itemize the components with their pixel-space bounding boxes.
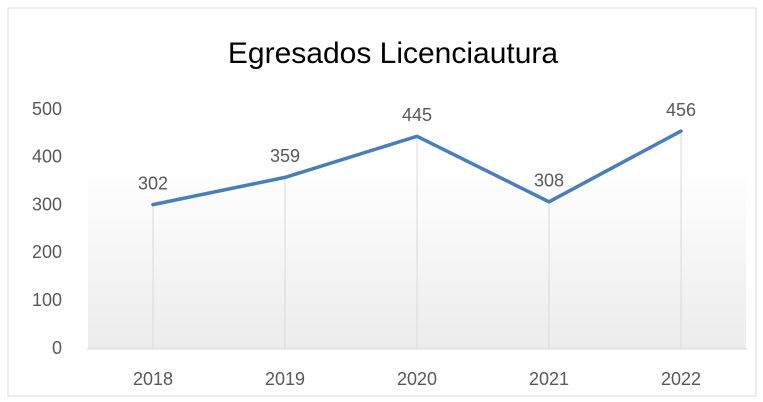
- y-tick-label: 400: [32, 147, 62, 167]
- x-tick-label: 2019: [265, 369, 305, 389]
- y-tick-label: 0: [52, 338, 62, 358]
- data-label: 359: [270, 146, 300, 166]
- y-tick-label: 200: [32, 242, 62, 262]
- y-tick-label: 500: [32, 99, 62, 119]
- x-tick-label: 2022: [661, 369, 701, 389]
- series-line: [151, 129, 683, 207]
- data-label: 308: [534, 171, 564, 191]
- y-tick-label: 300: [32, 194, 62, 214]
- y-tick-label: 100: [32, 290, 62, 310]
- x-tick-label: 2021: [529, 369, 569, 389]
- data-label: 445: [402, 105, 432, 125]
- x-tick-label: 2020: [397, 369, 437, 389]
- x-tick-label: 2018: [133, 369, 173, 389]
- data-label: 456: [666, 100, 696, 120]
- chart-title: Egresados Licenciautura: [228, 37, 559, 70]
- data-label: 302: [138, 173, 168, 193]
